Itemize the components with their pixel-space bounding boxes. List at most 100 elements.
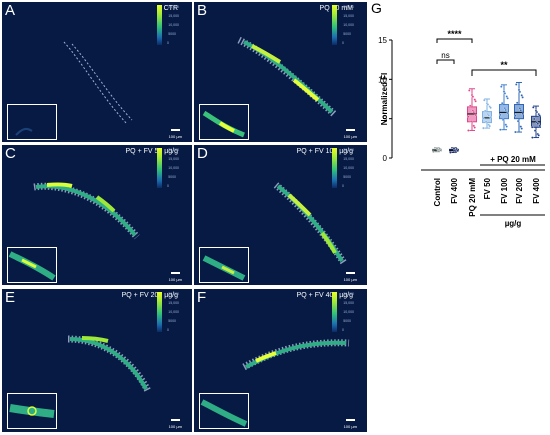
colorbar-tick: 5000 [343,319,351,323]
data-point [535,110,539,114]
colorbar-tick: 0 [167,41,169,45]
data-point [467,115,470,118]
data-point [482,126,485,130]
panel-label: D [197,145,208,162]
data-point [506,111,509,115]
y-axis-label: Normalized FI [380,73,389,125]
panel-label: E [5,289,16,306]
data-point [471,95,475,98]
data-point [515,83,518,86]
zoom-inset [199,393,249,429]
colorbar-tick: 5000 [168,175,176,179]
box-plot: 0 5 10 15 Normalized FI Control FV 400 PQ 20 mM… [378,29,545,228]
significance-bracket [436,38,473,43]
data-point [520,94,523,97]
colorbar [332,148,337,188]
data-point [432,150,435,153]
data-point [435,147,439,150]
colorbar-tick: 20,000 [343,292,354,296]
panel-label: C [5,145,16,162]
scale-bar [346,129,355,131]
colorbar-tick: 10,000 [168,23,179,27]
zoom-inset [7,247,57,283]
data-point [500,85,503,88]
significance-label: ns [441,51,449,60]
panel-label: F [197,289,207,306]
colorbar-tick: 15,000 [343,301,354,305]
data-point [505,125,508,128]
data-point [486,103,490,106]
colorbar-tick: 0 [342,41,344,45]
data-point [504,108,508,112]
data-point [499,128,502,131]
data-point [474,113,477,117]
colorbar-tick: 20,000 [343,5,354,9]
worm-fluorescence [67,335,152,393]
data-point [532,106,535,109]
colorbar [157,292,162,332]
colorbar-tick: 10,000 [343,310,354,314]
data-point [503,92,507,95]
data-point [521,112,524,115]
scale-bar [346,272,355,274]
panel-b: B PQ 20 mM 20,000 15,000 10,000 5000 0 1… [194,2,367,142]
data-point [483,109,487,113]
data-point [452,147,456,150]
colorbar-tick: 20,000 [168,148,179,152]
colorbar-tick: 15,000 [168,301,179,305]
zoom-inset [7,393,57,429]
zoom-inset [199,247,249,283]
colorbar-tick: 15,000 [343,14,354,18]
data-point [521,96,524,99]
x-tick-label: FV 400 [450,177,459,203]
data-point [501,118,505,122]
panel-e: E PQ + FV 200 µg/g 20,000 15,000 10,000 … [2,289,192,432]
colorbar [332,292,337,332]
data-point [500,101,504,105]
y-tick-label: 10 [378,75,387,84]
data-point [514,114,517,117]
x-tick-label: FV 50 [483,177,492,199]
colorbar-tick: 15,000 [168,157,179,161]
data-point [469,120,473,123]
data-point [488,124,491,128]
scale-bar-label: 100 µm [168,424,182,429]
panel-a: A CTR 20,000 15,000 10,000 5000 0 100 µm [2,2,192,142]
data-point [520,127,523,130]
data-point [449,151,452,154]
colorbar-tick: 10,000 [343,23,354,27]
data-point [517,88,521,92]
colorbar-tick: 15,000 [168,14,179,18]
data-point [468,89,471,92]
data-point [506,97,509,100]
scale-bar [171,129,180,131]
data-point [538,114,541,117]
scale-bar [171,272,180,274]
data-point [468,104,472,108]
data-point [473,126,476,129]
y-tick-label: 5 [383,115,388,124]
colorbar-tick: 20,000 [343,148,354,152]
worm-fluorescence [242,339,350,371]
significance-label: **** [447,29,462,39]
data-point [533,129,537,132]
data-point [531,125,534,129]
data-point [489,116,492,119]
data-point [484,120,488,123]
data-point [538,124,541,128]
colorbar-tick: 20,000 [168,5,179,9]
data-point [499,113,502,117]
colorbar-tick: 10,000 [343,166,354,170]
colorbar-tick: 0 [167,184,169,188]
worm-outline [63,41,133,125]
panel-c: C PQ + FV 50 µg/g 20,000 15,000 10,000 5… [2,145,192,285]
zoom-inset [199,104,249,140]
colorbar [157,148,162,188]
data-point [474,100,477,103]
colorbar-tick: 10,000 [168,166,179,170]
x-tick-label: FV 200 [515,177,524,203]
colorbar-tick: 15,000 [343,157,354,161]
scale-bar-label: 100 µm [343,424,357,429]
data-point [532,117,536,121]
worm-fluorescence [33,182,140,240]
